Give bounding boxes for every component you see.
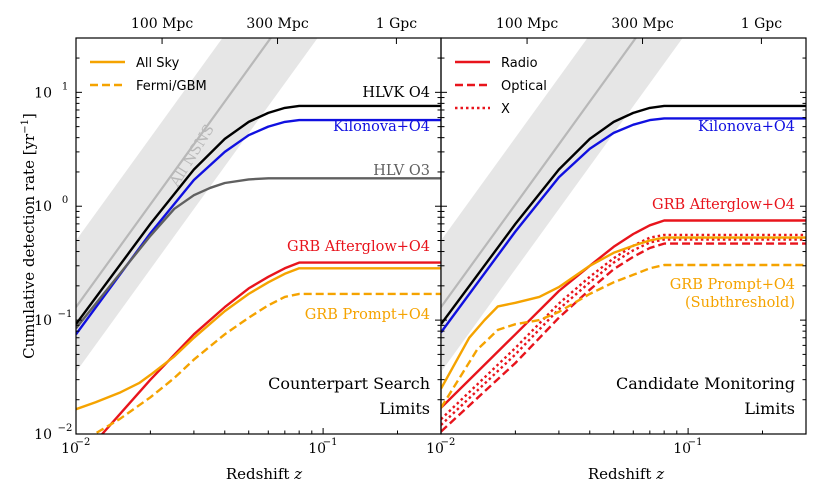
series-line-1 (441, 117, 806, 334)
series-line-6 (441, 236, 806, 390)
top-tick-label: 1 Gpc (376, 16, 418, 32)
top-tick-label: 1 Gpc (741, 16, 783, 32)
nsns-band (441, 38, 683, 372)
legend-label: Optical (501, 79, 547, 94)
x-tick-label-exponent: −2 (441, 437, 456, 448)
legend-label: Radio (501, 56, 538, 71)
y-tick-label-exponent: 1 (62, 81, 68, 92)
panel-label: Candidate Monitoring (616, 374, 795, 393)
series-line-0 (76, 104, 441, 325)
top-tick-label: 100 Mpc (131, 16, 193, 32)
y-tick-label: 10 (34, 85, 52, 101)
y-tick-label: 10 (34, 313, 52, 329)
series-annotation: GRB Prompt+O4 (305, 307, 430, 323)
legend-label: All Sky (136, 56, 180, 71)
y-tick-label-exponent: 0 (62, 195, 68, 206)
x-axis-label-left: Redshift z (226, 465, 302, 483)
x-tick-label: 10 (426, 441, 444, 457)
series-line-5 (92, 292, 441, 434)
nsns-band-center-line (441, 38, 638, 308)
series-line-1 (76, 118, 441, 336)
x-tick-label: 10 (61, 441, 79, 457)
x-tick-label: 10 (673, 441, 691, 457)
series-line-7 (441, 263, 806, 409)
series-line-5 (441, 242, 806, 433)
top-tick-label: 100 Mpc (496, 16, 558, 32)
series-annotation: GRB Prompt+O4 (670, 277, 795, 293)
series-line-4 (76, 267, 441, 411)
nsns-band-center-line (76, 38, 273, 308)
series-annotation: GRB Afterglow+O4 (652, 197, 795, 213)
y-tick-label-exponent: −1 (58, 309, 73, 320)
panel-label: Limits (744, 399, 795, 418)
series-line-2 (76, 177, 441, 329)
series-line-4 (441, 238, 806, 426)
x-tick-label-exponent: −1 (688, 437, 703, 448)
series-annotation: GRB Afterglow+O4 (287, 239, 430, 255)
series-line-2 (441, 219, 806, 409)
legend-label: Fermi/GBM (136, 79, 207, 94)
legend-label: X (501, 102, 510, 117)
x-tick-label: 10 (308, 441, 326, 457)
panel-label: Limits (379, 399, 430, 418)
y-tick-label-exponent: −2 (58, 423, 73, 434)
nsns-band (76, 38, 318, 372)
series-line-0 (441, 104, 806, 325)
series-annotation: (Subthreshold) (685, 295, 795, 311)
y-axis-label: Cumulative detection rate [yr−1] (20, 113, 38, 359)
panel-label: Counterpart Search (268, 374, 430, 393)
x-tick-label-exponent: −2 (76, 437, 91, 448)
plot-frame (440, 37, 807, 435)
top-tick-label: 300 Mpc (246, 16, 308, 32)
top-tick-label: 300 Mpc (611, 16, 673, 32)
series-annotation: HLVK O4 (362, 85, 430, 101)
series-annotation: HLV O3 (373, 163, 430, 179)
x-axis-label-right: Redshift z (588, 465, 664, 483)
series-line-3 (441, 233, 806, 421)
y-tick-label: 10 (34, 427, 52, 443)
series-annotation: Kilonova+O4 (333, 119, 430, 135)
x-tick-label-exponent: −1 (323, 437, 338, 448)
y-tick-label: 10 (34, 199, 52, 215)
series-annotation: Kilonova+O4 (698, 119, 795, 135)
